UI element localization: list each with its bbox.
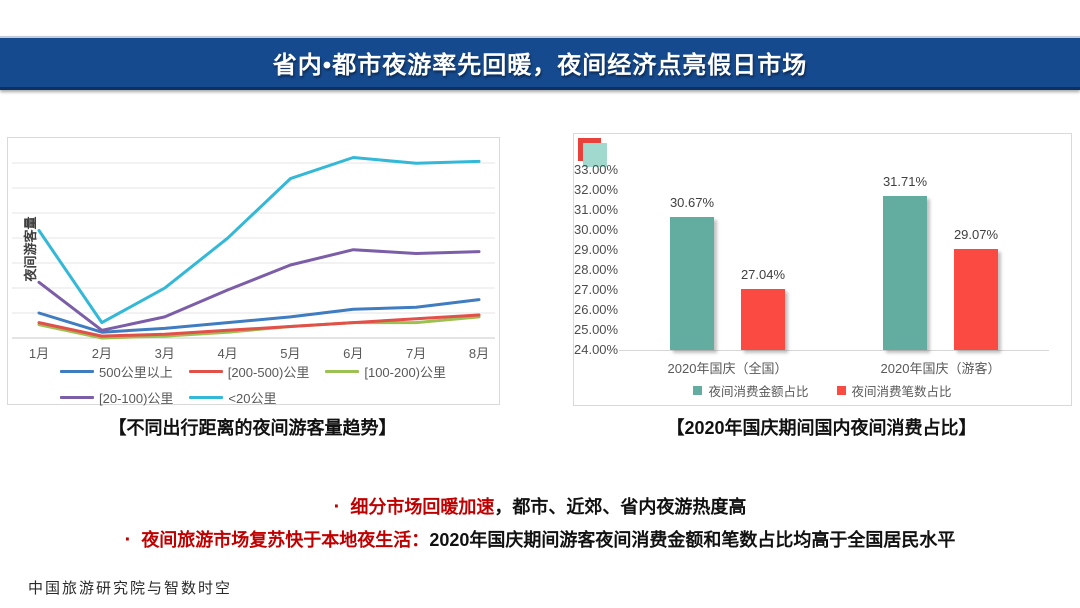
bar-chart-caption: 【2020年国庆期间国内夜间消费占比】 bbox=[666, 418, 977, 438]
category-label: 2020年国庆（游客） bbox=[880, 361, 1001, 376]
y-tick-label: 33.00% bbox=[574, 162, 619, 177]
takeaway-bullets: · 细分市场回暖加速，都市、近郊、省内夜游热度高 · 夜间旅游市场复苏快于本地夜生活… bbox=[0, 491, 1080, 557]
legend-item: [100-200)公里 bbox=[325, 362, 446, 381]
y-tick-label: 26.00% bbox=[574, 302, 619, 317]
y-tick-label: 27.00% bbox=[574, 282, 619, 297]
bar-1-0 bbox=[741, 289, 785, 350]
bullet-rest-text: ，都市、近郊、省内夜游热度高 bbox=[494, 497, 747, 517]
x-tick-label: 3月 bbox=[154, 346, 175, 361]
bar-value-label: 31.71% bbox=[882, 173, 928, 189]
line-chart-legend: 500公里以上 [200-500)公里 [100-200)公里 [20-100)公里 <… bbox=[60, 362, 480, 414]
legend-line-swatch-icon bbox=[189, 396, 224, 399]
y-tick-label: 31.00% bbox=[574, 202, 619, 217]
line-series-0 bbox=[37, 298, 481, 334]
line-chart-caption: 【不同出行距离的夜间游客量趋势】 bbox=[108, 418, 397, 438]
legend-item: 500公里以上 bbox=[60, 362, 173, 381]
legend-line-swatch-icon bbox=[188, 370, 223, 373]
x-tick-label: 6月 bbox=[343, 346, 364, 361]
y-tick-label: 29.00% bbox=[574, 242, 619, 257]
x-tick-label: 4月 bbox=[217, 346, 238, 361]
y-tick-label: 28.00% bbox=[574, 262, 619, 277]
legend-square-swatch-icon bbox=[836, 386, 846, 395]
bullet-highlight-text: 细分市场回暖加速 bbox=[350, 497, 495, 517]
x-tick-label: 8月 bbox=[468, 346, 490, 361]
legend-label: 500公里以上 bbox=[99, 365, 173, 380]
legend-label: <20公里 bbox=[228, 391, 277, 406]
legend-item: <20公里 bbox=[189, 388, 276, 407]
bar-0-0 bbox=[670, 216, 714, 350]
y-tick-label: 30.00% bbox=[574, 222, 619, 237]
legend-row: 500公里以上 [200-500)公里 [100-200)公里 bbox=[60, 362, 480, 381]
legend-line-swatch-icon bbox=[325, 370, 360, 373]
line-series-4 bbox=[37, 156, 481, 325]
x-tick-label: 2月 bbox=[91, 346, 112, 361]
corner-accent-icon bbox=[578, 138, 610, 170]
bullet-marker: · bbox=[124, 529, 132, 551]
legend-label: [100-200)公里 bbox=[364, 365, 447, 380]
category-label: 2020年国庆（全国） bbox=[667, 361, 788, 376]
legend-label: [20-100)公里 bbox=[99, 391, 174, 406]
bar-value-label: 27.04% bbox=[740, 267, 786, 283]
bullet-rest-text: 2020年国庆期间游客夜间消费金额和笔数占比均高于全国居民水平 bbox=[429, 530, 956, 550]
header-bar: 省内•都市夜游率先回暖，夜间经济点亮假日市场 bbox=[0, 36, 1080, 90]
legend-label: [200-500)公里 bbox=[227, 365, 310, 380]
x-tick-label: 1月 bbox=[28, 346, 50, 361]
legend-item: 夜间消费笔数占比 bbox=[836, 381, 952, 400]
y-tick-label: 24.00% bbox=[574, 342, 619, 357]
legend-label: 夜间消费笔数占比 bbox=[851, 385, 952, 399]
legend-item: [20-100)公里 bbox=[60, 388, 173, 407]
bar-value-label: 29.07% bbox=[953, 226, 999, 242]
page-title: 省内•都市夜游率先回暖，夜间经济点亮假日市场 bbox=[272, 52, 808, 79]
bullet-highlight-text: 夜间旅游市场复苏快于本地夜生活： bbox=[141, 530, 430, 550]
line-series-3 bbox=[37, 248, 481, 332]
bar-0-1 bbox=[883, 195, 927, 350]
bar-chart-legend: 夜间消费金额占比 夜间消费笔数占比 bbox=[574, 381, 1071, 400]
legend-row: [20-100)公里 <20公里 bbox=[60, 388, 480, 407]
footer-credit: 中国旅游研究院与智数时空 bbox=[28, 581, 233, 597]
legend-item: [200-500)公里 bbox=[188, 362, 310, 381]
y-axis-label: 夜间游客量 bbox=[23, 216, 38, 282]
y-tick-label: 25.00% bbox=[574, 322, 619, 337]
legend-label: 夜间消费金额占比 bbox=[708, 385, 809, 399]
line-chart-plot bbox=[12, 156, 495, 340]
line-chart: 夜间游客量 1月 2月 3月 4月 5月 6月 7月 8月 500公里以上 [200-500)公… bbox=[7, 137, 500, 406]
legend-square-swatch-icon bbox=[693, 386, 703, 395]
legend-line-swatch-icon bbox=[60, 370, 94, 373]
legend-line-swatch-icon bbox=[60, 396, 94, 399]
y-tick-label: 32.00% bbox=[574, 182, 619, 197]
x-tick-label: 5月 bbox=[280, 346, 301, 361]
legend-item: 夜间消费金额占比 bbox=[693, 381, 809, 400]
bullet-marker: · bbox=[333, 496, 341, 518]
x-tick-label: 7月 bbox=[406, 346, 427, 361]
bullet-line-2: · 夜间旅游市场复苏快于本地夜生活：2020年国庆期间游客夜间消费金额和笔数占比均… bbox=[0, 524, 1080, 557]
bullet-line-1: · 细分市场回暖加速，都市、近郊、省内夜游热度高 bbox=[0, 491, 1080, 524]
corner-accent-teal-square bbox=[583, 143, 607, 167]
bar-value-label: 30.67% bbox=[669, 194, 715, 210]
bar-chart-baseline bbox=[619, 350, 1049, 351]
bar-1-1 bbox=[954, 248, 998, 350]
bar-chart: 33.00% 32.00% 31.00% 30.00% 29.00% 28.00% 27.0… bbox=[573, 133, 1072, 406]
line-series-1 bbox=[37, 313, 481, 338]
